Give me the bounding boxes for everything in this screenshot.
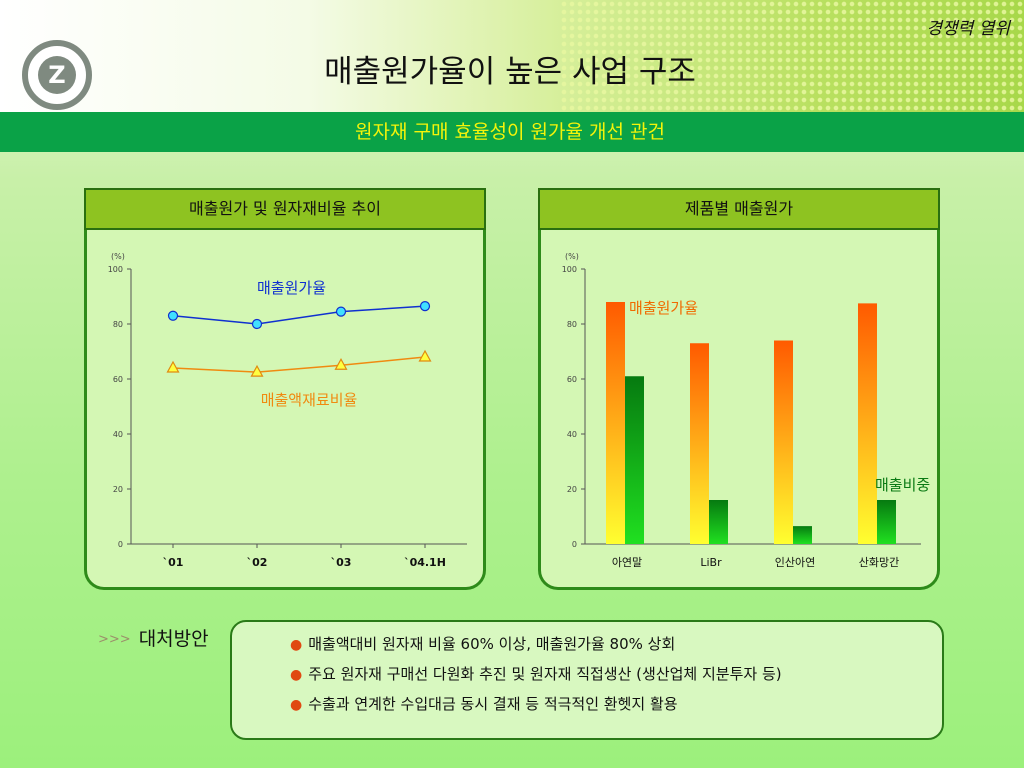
list-item: ● 매출액대비 원자재 비율 60% 이상, 매출원가율 80% 상회 — [290, 635, 676, 653]
page-title: 매출원가율이 높은 사업 구조 — [324, 54, 696, 90]
y-tick-label: 0 — [572, 540, 577, 549]
bar-sales-share — [877, 500, 896, 544]
bar-sales-share — [793, 526, 812, 544]
list-item: ● 수출과 연계한 수입대금 동시 결재 등 적극적인 환헷지 활용 — [290, 695, 678, 713]
company-logo: Z — [22, 40, 92, 110]
bar-cost-ratio — [858, 303, 877, 544]
y-unit-label: (%) — [111, 252, 125, 261]
x-tick-label: 인산아연 — [775, 556, 815, 569]
x-tick-label: `04.1H — [404, 556, 446, 569]
subtitle-bar — [0, 112, 1024, 152]
y-tick-label: 80 — [567, 320, 577, 329]
product-bar-chart: 0 20 40 60 80 100 (%) 아연말 LiBr 인산아연 산화망간 — [562, 252, 921, 569]
data-point-cost-ratio — [167, 310, 179, 321]
series-label-cost-ratio: 매출원가율 — [257, 279, 327, 297]
bar-cost-ratio — [774, 340, 793, 544]
series-label-material-ratio: 매출액재료비율 — [260, 391, 358, 409]
bar-sales-share — [625, 376, 644, 544]
data-point-cost-ratio — [251, 318, 263, 330]
y-tick-label: 20 — [567, 485, 577, 494]
corner-label: 경쟁력 열위 — [926, 19, 1010, 39]
bar-cost-ratio — [606, 302, 625, 544]
solution-heading: >>> 대처방안 — [98, 624, 209, 651]
y-tick-label: 60 — [567, 375, 577, 384]
x-tick-label: `03 — [331, 556, 352, 569]
x-tick-label: `01 — [163, 556, 184, 569]
page-subtitle: 원자재 구매 효율성이 원가율 개선 관건 — [355, 121, 665, 143]
series-line-cost-ratio — [172, 305, 426, 325]
series-label-sales-share: 매출비중 — [875, 476, 931, 494]
data-point-material-ratio — [166, 360, 180, 373]
y-tick-label: 20 — [113, 485, 123, 494]
x-tick-label: 아연말 — [612, 556, 642, 569]
y-tick-label: 0 — [118, 540, 123, 549]
x-tick-label: 산화망간 — [859, 556, 899, 569]
chart-panel-products: 제품별 매출원가 0 20 40 60 80 100 (%) 아연말 LiBr 인산아연 산화망간 … — [538, 188, 940, 590]
bullet-icon: ● — [290, 667, 303, 683]
solution-heading-text: 대처방안 — [138, 628, 209, 650]
series-label-cost-ratio: 매출원가율 — [629, 299, 699, 317]
x-tick-label: LiBr — [700, 556, 722, 569]
bar-cost-ratio — [690, 343, 709, 544]
data-point-material-ratio — [418, 349, 432, 362]
header-dot-pattern — [560, 0, 1024, 112]
data-point-material-ratio — [334, 358, 348, 370]
triple-arrow-icon: >>> — [98, 632, 131, 647]
y-tick-label: 100 — [562, 265, 577, 274]
data-point-material-ratio — [250, 364, 264, 377]
bullet-icon: ● — [290, 697, 303, 713]
solution-list: ● 매출액대비 원자재 비율 60% 이상, 매출원가율 80% 상회 ● 주요 원… — [232, 622, 942, 718]
list-item: ● 주요 원자재 구매선 다원화 추진 및 원자재 직접생산 (생산업체 지분투자… — [290, 665, 782, 683]
y-tick-label: 80 — [113, 320, 123, 329]
chart-panel-trend: 매출원가 및 원자재비율 추이 0 20 40 60 80 100 (%) `01 `02 `03… — [84, 188, 486, 590]
bullet-icon: ● — [290, 637, 303, 653]
chart-panel-heading: 제품별 매출원가 — [538, 188, 940, 230]
solution-box: ● 매출액대비 원자재 비율 60% 이상, 매출원가율 80% 상회 ● 주요 원… — [230, 620, 944, 740]
y-tick-label: 40 — [567, 430, 577, 439]
data-point-cost-ratio — [419, 301, 431, 312]
y-unit-label: (%) — [565, 252, 579, 261]
data-point-cost-ratio — [335, 306, 347, 317]
y-tick-label: 40 — [113, 430, 123, 439]
y-tick-label: 100 — [108, 265, 123, 274]
chart-panel-heading: 매출원가 및 원자재비율 추이 — [84, 188, 486, 230]
series-line-material-ratio — [172, 356, 426, 373]
x-tick-label: `02 — [247, 556, 268, 569]
bar-sales-share — [709, 500, 728, 544]
logo-letter: Z — [38, 56, 76, 94]
y-tick-label: 60 — [113, 375, 123, 384]
trend-line-chart: 0 20 40 60 80 100 (%) `01 `02 `03 `04.1H — [108, 252, 467, 569]
